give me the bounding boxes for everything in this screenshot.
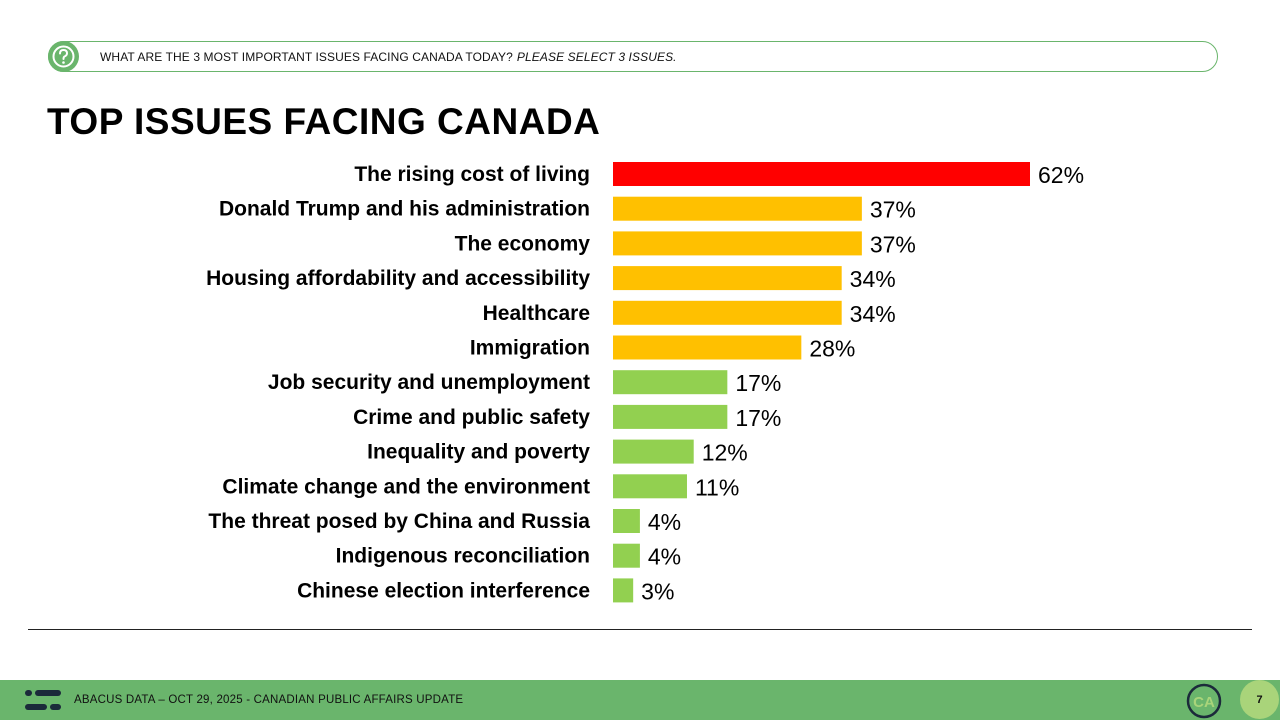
bar [613, 335, 802, 360]
value-label: 3% [641, 578, 674, 604]
bar [613, 578, 634, 603]
bar [613, 543, 640, 568]
footer-text: ABACUS DATA – OCT 29, 2025 - CANADIAN PU… [74, 694, 464, 706]
category-label: Healthcare [483, 302, 590, 325]
value-label: 34% [850, 266, 896, 292]
category-label: Inequality and poverty [367, 441, 590, 464]
bar [613, 300, 842, 325]
value-label: 11% [695, 474, 739, 500]
value-label: 37% [870, 197, 916, 223]
page-number: 7 [1240, 680, 1279, 719]
value-label: 12% [702, 440, 748, 466]
canada-badge-icon: CA [1186, 683, 1222, 719]
category-label: Indigenous reconciliation [336, 545, 590, 568]
category-label: Job security and unemployment [268, 371, 590, 394]
question-instruction: PLEASE SELECT 3 ISSUES. [516, 49, 677, 64]
divider [28, 629, 1252, 630]
footer-bar: ABACUS DATA – OCT 29, 2025 - CANADIAN PU… [0, 680, 1280, 720]
abacus-logo-icon [25, 690, 61, 710]
bar [613, 404, 728, 429]
question-banner: WHAT ARE THE 3 MOST IMPORTANT ISSUES FAC… [48, 41, 1218, 72]
category-label: The economy [455, 232, 591, 255]
bar-chart: The rising cost of living 62% Donald Trump… [206, 162, 1084, 604]
bar [613, 231, 862, 256]
question-mark-icon [48, 41, 79, 72]
category-label: Chinese election interference [297, 579, 590, 602]
value-label: 17% [735, 405, 781, 431]
bar [613, 162, 1030, 186]
value-label: 4% [648, 544, 681, 570]
value-label: 62% [1038, 162, 1084, 188]
value-label: 17% [735, 370, 781, 396]
question-text: WHAT ARE THE 3 MOST IMPORTANT ISSUES FAC… [100, 42, 677, 71]
category-label: The threat posed by China and Russia [208, 510, 590, 533]
category-label: Immigration [470, 337, 590, 360]
category-label: The rising cost of living [354, 163, 590, 186]
value-label: 37% [870, 231, 916, 257]
category-label: Crime and public safety [353, 406, 590, 429]
value-label: 34% [850, 301, 896, 327]
chart-title: TOP ISSUES FACING CANADA [47, 101, 601, 142]
bar [613, 439, 694, 464]
question-main: WHAT ARE THE 3 MOST IMPORTANT ISSUES FAC… [100, 49, 513, 64]
canada-badge-text: CA [1193, 694, 1215, 711]
category-label: Housing affordability and accessibility [206, 267, 590, 290]
bar [613, 196, 862, 221]
category-label: Donald Trump and his administration [219, 198, 590, 221]
bar [613, 509, 640, 533]
value-label: 4% [648, 509, 681, 535]
bar [613, 474, 687, 499]
bar [613, 370, 728, 395]
bar [613, 266, 842, 291]
category-label: Climate change and the environment [222, 475, 590, 498]
value-label: 28% [809, 336, 855, 362]
